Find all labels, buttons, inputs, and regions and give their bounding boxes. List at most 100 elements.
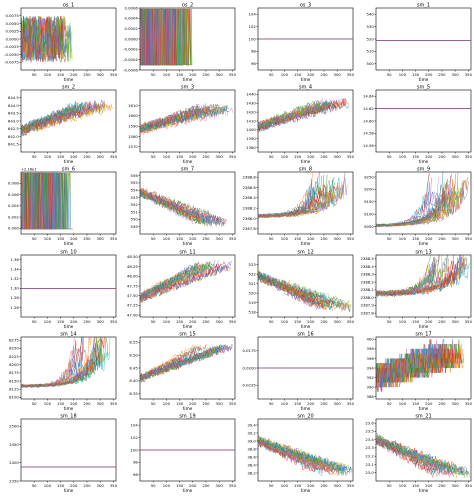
series-line <box>21 172 53 230</box>
x-tick-label: 100 <box>399 483 407 488</box>
series-line <box>140 263 219 303</box>
axes-frame <box>20 418 117 482</box>
y-tick-label: 9150 <box>364 199 374 204</box>
x-tick-label: 50 <box>32 154 37 159</box>
subplot-sm_18: sm_18 50 100 150 200 250 300 350 2500 2450 2400 235… <box>9 414 117 494</box>
x-tick-label: 100 <box>399 236 407 241</box>
x-tick-label: 250 <box>438 483 446 488</box>
x-tick-label: 300 <box>216 401 224 406</box>
y-tick-label: 0.006 <box>8 192 19 197</box>
y-tick-label: 2388.8 <box>243 174 257 179</box>
x-axis-label: time <box>301 406 311 411</box>
x-tick-label: 50 <box>387 401 392 406</box>
subplot-title: sm_10 <box>60 250 76 256</box>
x-axis-label: time <box>64 159 74 164</box>
axes-frame <box>139 171 236 235</box>
series-line <box>376 173 452 228</box>
subplot-os_2: os_2 50 100 150 200 250 300 350 0.0006 0.0004 0.00… <box>123 3 236 83</box>
subplot-sm_20: sm_20 50 100 150 200 250 300 350 39.4 39.2 39.0 38.… <box>247 414 354 494</box>
subplot-title: os_1 <box>63 3 74 9</box>
series-line <box>140 345 217 380</box>
axes-frame <box>375 254 472 318</box>
y-tick-label: 0.008 <box>8 181 19 186</box>
y-tick-label: 39.0 <box>247 438 256 443</box>
axes-frame <box>20 336 117 400</box>
series-line <box>376 348 463 388</box>
series-line <box>21 102 82 133</box>
y-tick-label: 642.0 <box>8 134 19 139</box>
y-tick-label: 98 <box>133 460 138 465</box>
y-tick-label: 0.0002 <box>125 26 139 31</box>
y-tick-label: 642.5 <box>8 126 19 131</box>
y-tick-label: 2350 <box>9 478 19 483</box>
x-tick-label: 300 <box>216 319 224 324</box>
y-tick-label: 9050 <box>364 224 374 229</box>
y-tick-label: 2388.2 <box>361 279 375 284</box>
x-tick-label: 100 <box>163 72 171 77</box>
x-tick-label: 150 <box>412 319 420 324</box>
y-tick-label: 8.45 <box>129 365 138 370</box>
x-tick-label: 50 <box>269 401 274 406</box>
x-tick-label: 50 <box>387 236 392 241</box>
y-tick-label: -0.0025 <box>4 44 19 49</box>
x-axis-label: time <box>301 77 311 82</box>
x-axis-label: time <box>64 324 74 329</box>
y-tick-label: 38.4 <box>247 462 256 467</box>
series-line <box>140 8 175 66</box>
x-tick-label: 100 <box>163 154 171 159</box>
x-tick-label: 350 <box>229 401 237 406</box>
x-tick-label: 50 <box>387 72 392 77</box>
y-tick-label: 553 <box>131 195 139 200</box>
x-tick-label: 350 <box>465 319 473 324</box>
y-tick-label: 1.32 <box>10 276 19 281</box>
y-tick-label: 1430 <box>246 101 256 106</box>
y-tick-label: 8.35 <box>129 391 138 396</box>
series-line <box>140 261 213 300</box>
series-line <box>376 173 459 228</box>
series-line <box>21 337 105 387</box>
y-tick-label: 388 <box>367 394 375 399</box>
x-tick-label: 100 <box>44 401 52 406</box>
subplot-title: sm_2 <box>62 85 75 91</box>
x-tick-label: 300 <box>334 72 342 77</box>
y-tick-label: 398 <box>367 346 375 351</box>
y-tick-label: 38.8 <box>247 446 256 451</box>
y-tick-label: 2500 <box>9 424 19 429</box>
y-tick-label: 8250 <box>9 346 19 351</box>
x-tick-label: 300 <box>216 72 224 77</box>
x-tick-label: 300 <box>334 154 342 159</box>
x-tick-label: 50 <box>269 72 274 77</box>
y-tick-label: 39.4 <box>247 422 256 427</box>
series-line <box>258 272 340 308</box>
series-line <box>376 255 462 297</box>
y-tick-label: 23.6 <box>365 420 374 425</box>
y-tick-label: 8175 <box>9 370 19 375</box>
series-line <box>140 190 225 227</box>
y-tick-label: -0.0075 <box>4 60 19 65</box>
x-tick-label: 350 <box>229 236 237 241</box>
x-tick-label: 350 <box>229 154 237 159</box>
subplot-sm_19: sm_19 50 100 150 200 250 300 350 104 102 100 98 96 ti… <box>131 414 237 494</box>
subplot-os_3: os_3 50 100 150 200 250 300 350 104 102 100 98 96 tim… <box>249 3 355 83</box>
y-tick-label: 38.2 <box>247 470 256 475</box>
subplot-sm_8: sm_8 50 100 150 200 250 300 350 2388.8 2388.6 2388… <box>243 167 355 247</box>
y-tick-label: 400 <box>367 337 375 342</box>
x-tick-label: 350 <box>110 401 118 406</box>
x-tick-label: 350 <box>347 72 355 77</box>
subplot-sm_7: sm_7 50 100 150 200 250 300 350 556 555 554 553 552 5… <box>131 167 237 247</box>
x-tick-label: 250 <box>83 236 91 241</box>
series-group <box>21 172 73 230</box>
x-axis-label: time <box>301 488 311 493</box>
x-tick-label: 150 <box>57 319 65 324</box>
subplot-sm_2: sm_2 50 100 150 200 250 300 350 644.5 644.0 643.5 6… <box>8 85 118 165</box>
x-axis-label: time <box>64 488 74 493</box>
x-tick-label: 100 <box>281 154 289 159</box>
series-line <box>376 172 444 227</box>
x-tick-label: 50 <box>151 401 156 406</box>
x-tick-label: 150 <box>176 236 184 241</box>
subplot-title: sm_14 <box>60 332 76 338</box>
y-tick-label: 1420 <box>246 109 256 114</box>
x-tick-label: 50 <box>387 154 392 159</box>
x-tick-label: 200 <box>189 236 197 241</box>
x-tick-label: 300 <box>452 236 460 241</box>
